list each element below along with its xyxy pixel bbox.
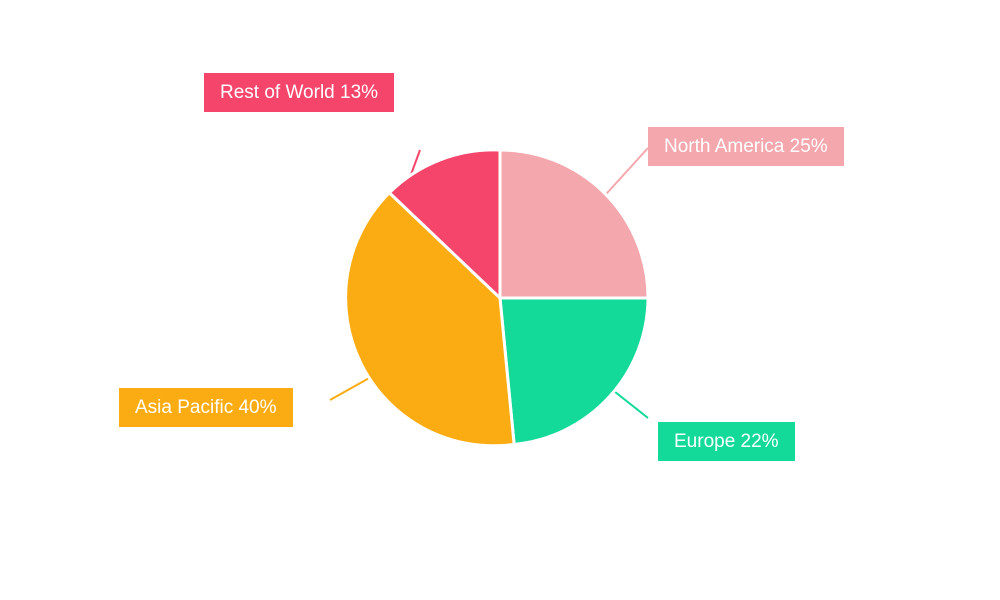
- label-europe[interactable]: Europe 22%: [658, 422, 795, 461]
- label-asiapacific[interactable]: Asia Pacific 40%: [119, 388, 293, 427]
- label-text-asiapacific: Asia Pacific 40%: [135, 397, 277, 418]
- label-text-northamerica: North America 25%: [664, 136, 828, 157]
- pie-slice-europe[interactable]: [500, 298, 648, 444]
- pie-chart-svg: [0, 0, 1000, 600]
- label-text-restofworld: Rest of World 13%: [220, 82, 378, 103]
- label-restofworld[interactable]: Rest of World 13%: [204, 73, 394, 112]
- label-northamerica[interactable]: North America 25%: [648, 127, 844, 166]
- label-text-europe: Europe 22%: [674, 431, 779, 452]
- pie-chart-container: Rest of World 13% North America 25% Euro…: [0, 0, 1000, 600]
